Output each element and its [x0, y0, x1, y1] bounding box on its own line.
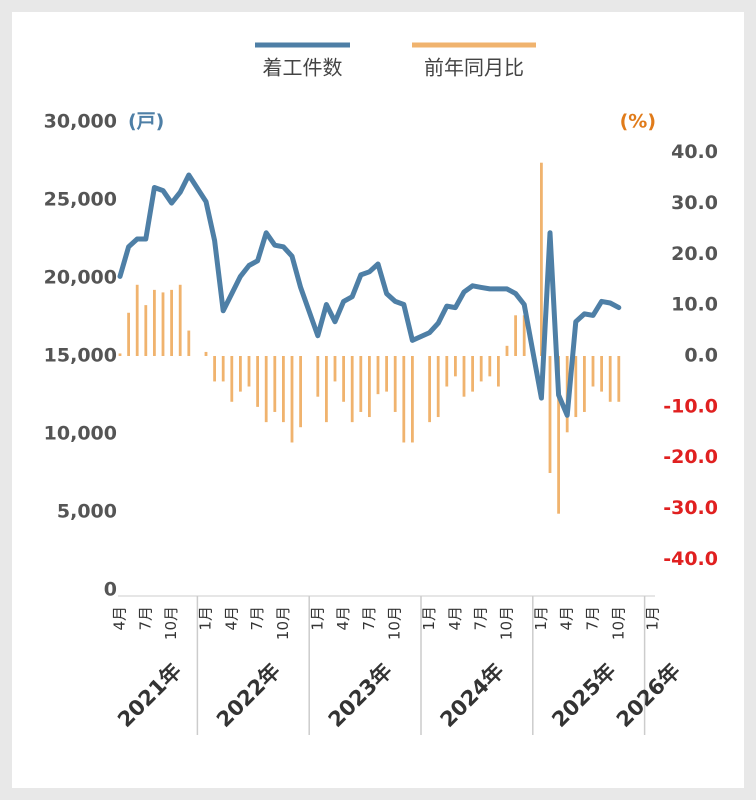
bar	[583, 356, 586, 412]
x-tick-label: 4月	[111, 606, 129, 631]
bar	[488, 356, 492, 377]
y2-tick-label: 40.0	[671, 141, 718, 163]
y2-tick-label: -10.0	[663, 395, 718, 417]
bar	[187, 330, 191, 356]
bar	[376, 356, 380, 395]
bar	[316, 356, 320, 397]
x-tick-label: 4月	[558, 606, 576, 631]
bar	[264, 356, 268, 423]
y-tick-label: 10,000	[44, 423, 117, 445]
bar	[170, 289, 173, 356]
x-tick-label: 7月	[248, 606, 266, 631]
bar	[445, 356, 449, 387]
x-tick-label: 4月	[334, 606, 352, 631]
legend-label: 前年同月比	[424, 56, 524, 80]
bar	[204, 351, 208, 356]
x-tick-label: 7月	[136, 606, 154, 631]
x-tick-label: 10月	[162, 606, 180, 640]
bar	[256, 356, 259, 407]
bar	[462, 356, 466, 397]
x-tick-label: 1月	[197, 606, 215, 631]
bar	[333, 356, 337, 382]
y2-tick-label: -40.0	[663, 548, 718, 570]
bar	[273, 356, 277, 412]
bar	[290, 356, 294, 443]
x-tick-label: 1月	[420, 606, 438, 631]
bar	[436, 356, 440, 418]
bar	[591, 356, 595, 387]
bar	[368, 356, 371, 418]
y2-tick-label: 10.0	[671, 294, 718, 316]
x-tick-label: 1月	[308, 606, 326, 631]
bar	[161, 292, 165, 356]
chart-panel	[12, 12, 744, 788]
y2-tick-label: 20.0	[671, 243, 718, 265]
bar	[479, 356, 483, 382]
y2-tick-label: -20.0	[663, 446, 718, 468]
bar	[557, 356, 560, 514]
bar	[617, 356, 621, 402]
bar	[127, 312, 130, 356]
y2-tick-label: -30.0	[663, 497, 718, 519]
bar	[325, 356, 328, 423]
bar	[385, 356, 388, 392]
y-tick-label: 20,000	[44, 267, 117, 289]
bar	[411, 356, 414, 443]
bar	[600, 356, 603, 392]
bar	[299, 356, 302, 428]
x-tick-label: 4月	[446, 606, 464, 631]
y-tick-label: 15,000	[44, 345, 117, 367]
y2-tick-label: 30.0	[671, 192, 718, 214]
y-tick-label: 0	[104, 579, 117, 601]
bar	[471, 356, 474, 392]
x-tick-label: 10月	[386, 606, 404, 640]
bar	[540, 162, 543, 356]
bar	[574, 356, 578, 418]
bar	[118, 353, 122, 356]
bar	[178, 284, 182, 356]
legend-label: 着工件数	[263, 56, 343, 80]
y-tick-label: 30,000	[44, 111, 117, 133]
bar	[548, 356, 552, 473]
y2-tick-label: 0.0	[684, 345, 718, 367]
x-tick-label: 7月	[472, 606, 490, 631]
bar	[230, 356, 234, 402]
bar	[454, 356, 457, 377]
bar	[359, 356, 363, 412]
x-tick-label: 10月	[609, 606, 627, 640]
bar	[522, 315, 526, 356]
bar	[144, 305, 148, 356]
bar	[135, 284, 139, 356]
x-tick-label: 1月	[532, 606, 550, 631]
bar	[393, 356, 397, 412]
line	[117, 172, 622, 418]
y-unit: (戸)	[128, 111, 164, 133]
bar	[282, 356, 285, 423]
bar	[247, 356, 251, 387]
bar	[497, 356, 500, 387]
bar	[239, 356, 242, 392]
bar	[402, 356, 406, 443]
x-tick-label: 4月	[222, 606, 240, 631]
bar	[342, 356, 345, 402]
bar	[514, 315, 517, 356]
bar	[221, 356, 225, 382]
bar	[350, 356, 354, 423]
bar	[608, 356, 612, 402]
y-tick-label: 5,000	[57, 501, 117, 523]
x-tick-label: 7月	[584, 606, 602, 631]
bar	[428, 356, 431, 423]
x-tick-label: 10月	[274, 606, 292, 640]
x-tick-label: 10月	[498, 606, 516, 640]
x-tick-label: 1月	[644, 606, 662, 631]
bar	[213, 356, 216, 382]
x-tick-label: 7月	[360, 606, 378, 631]
y-tick-label: 25,000	[44, 189, 117, 211]
bar	[153, 289, 156, 356]
bar	[505, 345, 509, 356]
y2-unit: (%)	[620, 111, 656, 133]
